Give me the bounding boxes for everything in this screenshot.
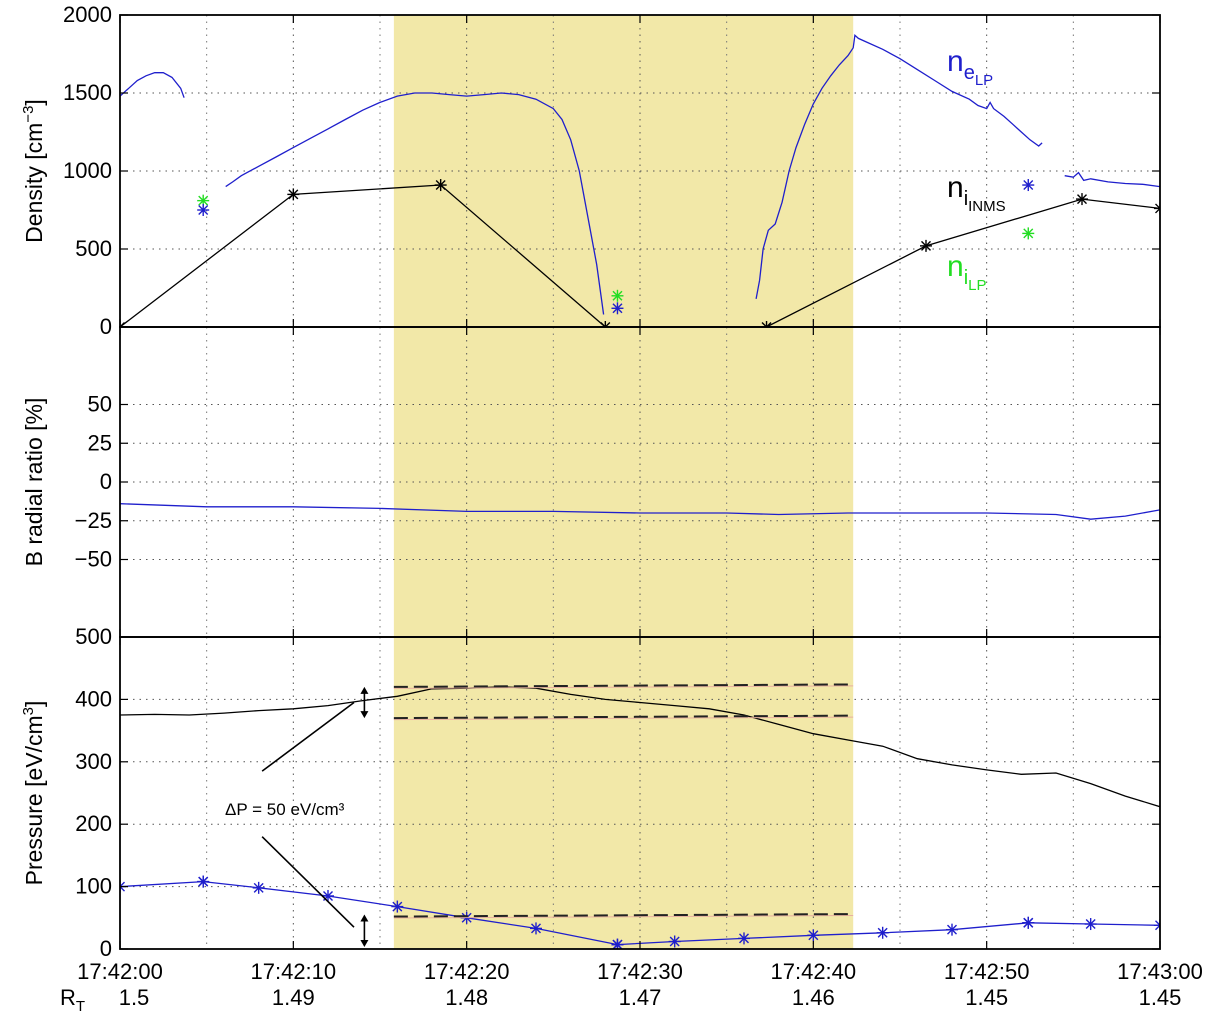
- annotation-pointer: [261, 836, 355, 928]
- y-tick-label: 200: [75, 811, 112, 836]
- data-point: [946, 923, 958, 936]
- data-point: [920, 239, 932, 252]
- dashed-level-line: [393, 683, 854, 688]
- data-point: [668, 935, 681, 948]
- y-tick-label: 1500: [63, 80, 112, 105]
- data-line: [225, 92, 605, 315]
- annotation-pointer: [261, 701, 355, 772]
- y-tick-label: 100: [75, 874, 112, 899]
- delta-arrow: [360, 686, 369, 719]
- data-point: [611, 302, 624, 315]
- y-axis-label-density: Density [cm−3]: [20, 99, 47, 243]
- data-point: [807, 929, 820, 942]
- data-point: [760, 321, 773, 327]
- data-line: [120, 184, 1160, 327]
- data-point: [1022, 916, 1035, 929]
- legend-label: neLP: [947, 45, 993, 89]
- data-point: [876, 926, 889, 939]
- x-tick-label: 17:43:00: [1117, 959, 1203, 984]
- y-tick-label: 50: [88, 392, 112, 417]
- data-point: [611, 938, 624, 949]
- y-tick-label: −25: [75, 508, 112, 533]
- data-point: [322, 889, 334, 902]
- data-line: [120, 686, 1160, 808]
- dashed-level: [393, 714, 854, 721]
- series-pressure-0: [120, 686, 1160, 808]
- rt-tick-label: 1.5: [119, 985, 150, 1010]
- data-point: [611, 289, 624, 302]
- delta-p-annotation: ΔP = 50 eV/cm³: [225, 800, 345, 819]
- rt-tick-label: 1.47: [619, 985, 662, 1010]
- series-density-3: [197, 179, 1035, 315]
- data-point: [599, 321, 612, 327]
- x-tick-label: 17:42:30: [597, 959, 683, 984]
- y-tick-label: 0: [100, 469, 112, 494]
- y-tick-label: 25: [88, 430, 112, 455]
- data-point: [1022, 227, 1035, 240]
- data-point: [287, 188, 300, 201]
- data-point: [120, 321, 126, 327]
- data-point: [1154, 202, 1160, 215]
- dashed-level-line: [393, 714, 854, 720]
- y-tick-label: 300: [75, 749, 112, 774]
- y-tick-label: 2000: [63, 2, 112, 27]
- dashed-level-underline: [393, 915, 854, 919]
- y-tick-label: −50: [75, 547, 112, 572]
- data-point: [391, 900, 404, 913]
- data-point: [197, 204, 210, 216]
- dashed-level-underline: [393, 716, 854, 721]
- x-tick-label: 17:42:50: [944, 959, 1030, 984]
- y-tick-label: 500: [75, 624, 112, 649]
- y-tick-label: 1000: [63, 158, 112, 183]
- data-point: [530, 922, 542, 935]
- data-point: [434, 179, 447, 192]
- series-pressure-2: [197, 875, 1035, 949]
- x-tick-label: 17:42:10: [251, 959, 337, 984]
- delta-arrow: [360, 914, 369, 947]
- data-point: [252, 881, 265, 894]
- y-axis-label-pressure: Pressure [eV/cm3]: [20, 701, 47, 886]
- data-line: [120, 72, 185, 98]
- dashed-level-underline: [393, 685, 854, 689]
- dashed-level: [393, 913, 854, 919]
- data-point: [1022, 179, 1035, 192]
- data-line: [120, 880, 1160, 946]
- data-line: [1064, 171, 1160, 188]
- dashed-level: [393, 683, 854, 689]
- data-line: [755, 34, 1043, 300]
- data-point: [738, 932, 750, 945]
- series-bratio-0: [120, 503, 1160, 520]
- rt-axis-label: RT: [60, 985, 85, 1015]
- series-density-2: [197, 194, 1035, 302]
- y-tick-label: 0: [100, 936, 112, 961]
- series-density-0: [120, 34, 1160, 315]
- rt-tick-label: 1.45: [1139, 985, 1182, 1010]
- data-point: [1154, 919, 1160, 932]
- legend-label: niINMS: [947, 171, 1006, 215]
- y-axis-label-bratio: B radial ratio [%]: [21, 398, 47, 567]
- data-point: [1076, 193, 1088, 206]
- rt-tick-label: 1.49: [272, 985, 315, 1010]
- legend-label: niLP: [947, 250, 987, 294]
- y-tick-label: 0: [100, 314, 112, 339]
- data-point: [197, 875, 210, 888]
- x-tick-label: 17:42:40: [771, 959, 857, 984]
- y-tick-label: 500: [75, 236, 112, 261]
- data-point: [1084, 918, 1097, 931]
- data-line: [120, 503, 1160, 520]
- x-tick-label: 17:42:20: [424, 959, 510, 984]
- y-tick-label: 400: [75, 686, 112, 711]
- series-density-1: [120, 179, 1160, 327]
- rt-tick-label: 1.45: [965, 985, 1008, 1010]
- dashed-level-line: [393, 913, 854, 918]
- rt-tick-label: 1.48: [445, 985, 488, 1010]
- rt-tick-label: 1.46: [792, 985, 835, 1010]
- x-tick-label: 17:42:00: [77, 959, 163, 984]
